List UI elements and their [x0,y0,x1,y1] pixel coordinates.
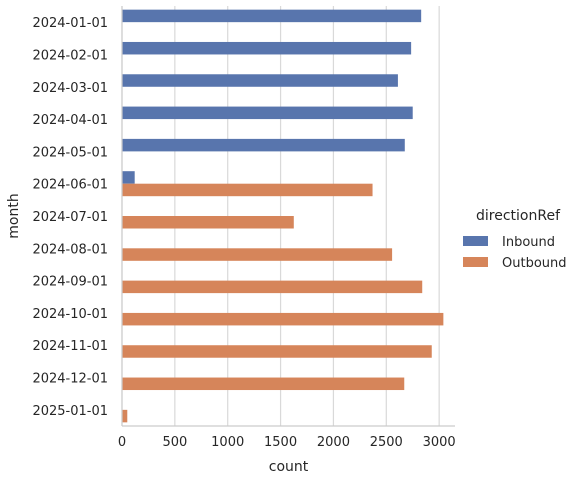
bar-outbound-2024-08-01 [122,248,393,261]
y-tick-label-5: 2024-06-01 [32,178,108,193]
y-axis-label: month [6,193,22,238]
x-tick-label-2: 1000 [211,435,244,450]
x-tick-label-4: 2000 [317,435,350,450]
y-tick-label-10: 2024-11-01 [32,339,108,354]
bar-inbound-2024-03-01 [122,74,398,87]
y-tick-label-0: 2024-01-01 [32,16,108,31]
y-tick-label-2: 2024-03-01 [32,81,108,96]
y-tick-label-12: 2025-01-01 [32,404,108,419]
legend-label-outbound: Outbound [502,256,567,271]
legend-label-inbound: Inbound [502,235,555,250]
bars [122,9,444,423]
bar-outbound-2024-09-01 [122,280,423,294]
y-ticks: 2024-01-01 2024-02-01 2024-03-01 2024-04-01… [32,16,108,419]
y-tick-label-7: 2024-08-01 [32,242,108,257]
legend-title: directionRef [476,208,561,224]
bar-inbound-2024-04-01 [122,106,413,120]
y-tick-label-1: 2024-02-01 [32,48,108,63]
bar-inbound-2024-05-01 [122,138,405,152]
x-ticks: 0 500 1000 1500 2000 2500 3000 [118,435,456,450]
x-axis-label: count [269,459,309,475]
x-tick-label-1: 500 [162,435,187,450]
y-tick-label-3: 2024-04-01 [32,113,108,128]
bar-inbound-2024-01-01 [122,9,422,23]
x-tick-label-0: 0 [118,435,126,450]
x-tick-label-3: 1500 [264,435,297,450]
bar-outbound-2024-12-01 [122,377,405,391]
y-tick-label-8: 2024-09-01 [32,275,108,290]
bar-outbound-2024-07-01 [122,216,294,229]
y-tick-label-6: 2024-07-01 [32,210,108,225]
bar-outbound-2025-01-01 [122,409,128,423]
legend-swatch-outbound [463,257,488,267]
x-tick-label-6: 3000 [423,435,456,450]
x-tick-label-5: 2500 [370,435,403,450]
bar-outbound-2024-10-01 [122,312,444,326]
bar-inbound-2024-06-01 [122,171,135,184]
bar-inbound-2024-02-01 [122,41,412,55]
y-tick-label-4: 2024-05-01 [32,145,108,160]
bar-outbound-2024-11-01 [122,345,432,358]
y-tick-label-11: 2024-12-01 [32,372,108,387]
legend: directionRef Inbound Outbound [463,208,567,271]
bar-outbound-2024-06-01 [122,183,373,197]
y-tick-label-9: 2024-10-01 [32,307,108,322]
legend-swatch-inbound [463,236,488,246]
